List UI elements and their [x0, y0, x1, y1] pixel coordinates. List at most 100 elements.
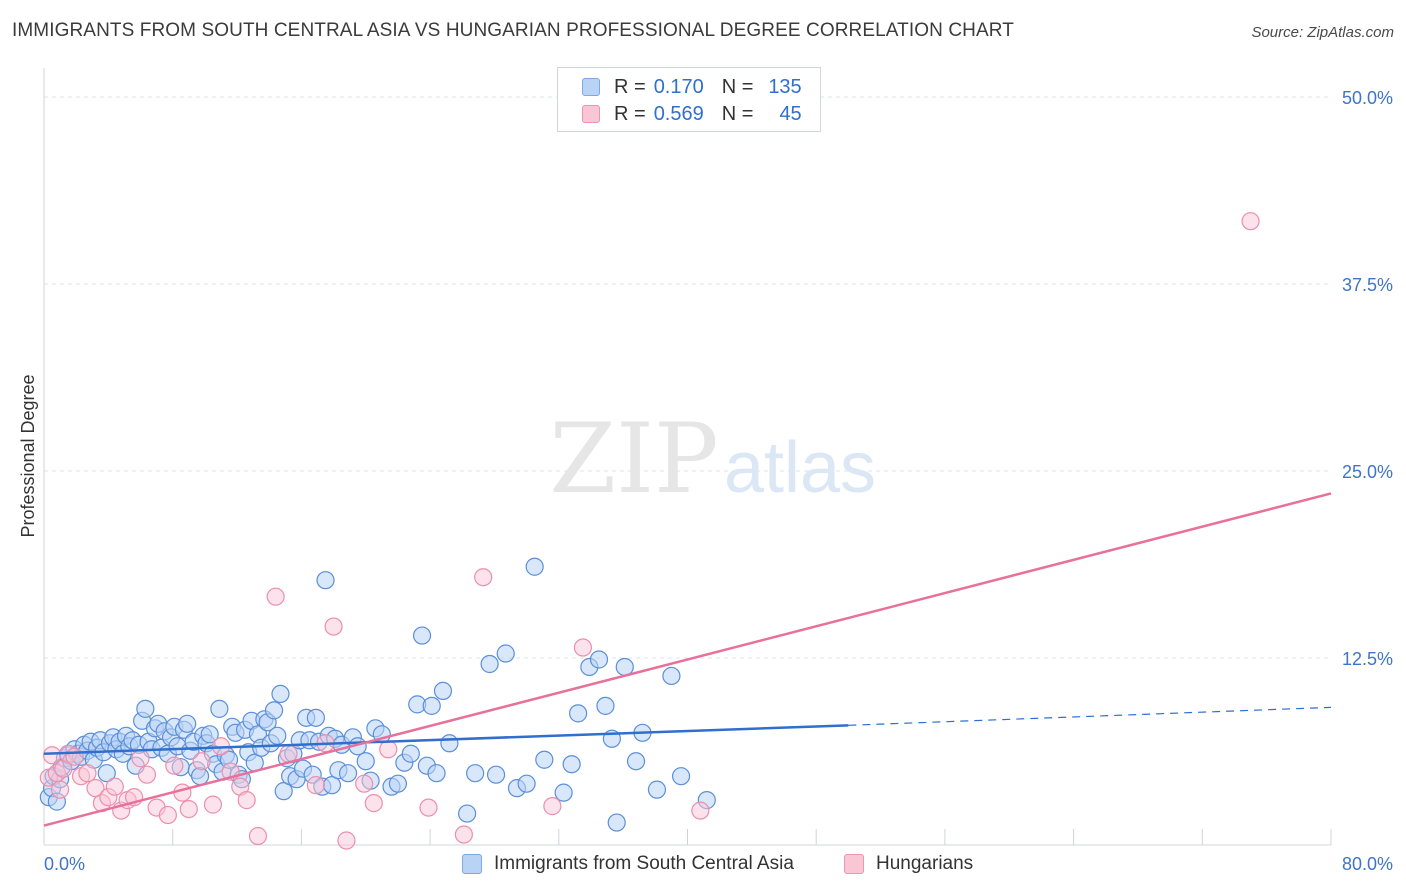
- immigrants-point: [412, 626, 432, 645]
- source-label: Source: ZipAtlas.com: [1251, 24, 1394, 41]
- immigrants-point: [562, 755, 581, 774]
- hungarians-point: [42, 746, 62, 765]
- hungarians-point: [131, 749, 150, 768]
- hungarians-point: [355, 774, 374, 793]
- r-value: 0.170: [653, 75, 704, 98]
- immigrants-point: [422, 696, 441, 715]
- immigrants-point: [517, 774, 536, 793]
- immigrants-point: [525, 557, 544, 576]
- immigrants-point: [466, 764, 485, 783]
- hungarians-point: [324, 617, 343, 636]
- hungarians-point: [50, 780, 70, 799]
- immigrants-point: [647, 780, 667, 799]
- hungarians-point: [543, 797, 562, 816]
- hungarians-point: [364, 794, 383, 813]
- hungarians-point: [65, 747, 84, 766]
- hungarians-point: [105, 777, 124, 796]
- series-legend-hungarians: Hungarians: [844, 852, 973, 876]
- immigrants-point: [554, 783, 573, 802]
- immigrants-point: [596, 696, 615, 715]
- immigrants-point: [316, 571, 335, 590]
- series-legend-immigrants: Immigrants from South Central Asia: [462, 852, 794, 876]
- y-tick-label: 37.5%: [1342, 275, 1393, 295]
- immigrants-point: [210, 699, 229, 718]
- hungarians-point: [454, 825, 473, 844]
- immigrants-point: [427, 764, 446, 783]
- immigrants-point: [401, 744, 420, 763]
- immigrants-point: [569, 704, 588, 723]
- hungarians-point: [337, 831, 356, 850]
- immigrants-point: [264, 701, 284, 720]
- immigrants-point: [440, 734, 459, 753]
- series-name: Immigrants from South Central Asia: [494, 853, 794, 874]
- hungarians-point: [158, 805, 177, 825]
- immigrants-point: [136, 699, 155, 718]
- hungarians-point: [78, 764, 97, 783]
- hungarians-point: [179, 799, 198, 819]
- r-label: R =: [614, 102, 646, 125]
- hungarians-point: [165, 756, 184, 775]
- immigrants-point: [662, 666, 681, 686]
- stats-legend: R = 0.170 N = 135 R = 0.569 N = 45: [557, 67, 821, 132]
- hungarians-point: [237, 791, 256, 810]
- pink-swatch-icon: [582, 105, 600, 123]
- immigrants-point: [356, 752, 375, 771]
- n-value: 135: [768, 75, 802, 98]
- immigrants-point: [388, 774, 408, 793]
- immigrants-point: [433, 681, 453, 701]
- blue-swatch-icon: [462, 854, 482, 874]
- x-tick-label: 80.0%: [1342, 854, 1393, 874]
- immigrants-point: [496, 644, 515, 663]
- r-label: R =: [614, 75, 646, 98]
- immigrants-point: [190, 767, 210, 786]
- n-value: 45: [779, 102, 802, 125]
- r-value: 0.569: [653, 102, 704, 125]
- immigrants-point: [97, 764, 116, 783]
- series-name: Hungarians: [876, 853, 974, 874]
- hungarians-point: [691, 801, 710, 820]
- hungarians-point: [266, 587, 285, 606]
- immigrants-point: [338, 764, 358, 783]
- watermark-atlas: atlas: [724, 428, 876, 508]
- immigrants-point: [626, 752, 646, 771]
- hungarians-point: [192, 752, 211, 771]
- hungarians-point: [306, 776, 325, 795]
- hungarians-point: [573, 638, 593, 657]
- immigrants-point: [274, 782, 293, 801]
- hungarians-point: [474, 568, 493, 587]
- y-tick-label: 50.0%: [1342, 88, 1393, 108]
- hungarians-point: [86, 779, 105, 798]
- chart-title: IMMIGRANTS FROM SOUTH CENTRAL ASIA VS HU…: [12, 20, 1014, 41]
- n-label: N =: [721, 75, 754, 98]
- immigrants-trend-extension: [848, 706, 1332, 726]
- immigrants-point: [486, 765, 506, 784]
- legend-row-immigrants: R = 0.170 N = 135: [582, 74, 802, 100]
- blue-swatch-icon: [582, 78, 600, 96]
- x-tick-label: 0.0%: [44, 854, 85, 874]
- immigrants-point: [178, 714, 197, 733]
- immigrants-point: [271, 684, 290, 704]
- y-tick-label: 25.0%: [1342, 462, 1393, 482]
- y-axis-label: Professional Degree: [18, 374, 38, 537]
- hungarians-point: [419, 798, 438, 817]
- immigrants-point: [306, 708, 325, 727]
- hungarians-trend-line: [43, 492, 1332, 827]
- hungarians-point: [1241, 212, 1260, 231]
- immigrants-point: [458, 804, 477, 823]
- hungarians-point: [137, 765, 157, 784]
- immigrants-point: [268, 726, 287, 745]
- immigrants-point: [535, 750, 554, 769]
- hungarians-point: [248, 826, 268, 846]
- immigrants-point: [671, 767, 691, 786]
- immigrants-point: [480, 654, 499, 674]
- hungarians-point: [203, 795, 223, 814]
- immigrants-trend-line: [43, 724, 849, 755]
- legend-row-hungarians: R = 0.569 N = 45: [582, 101, 802, 127]
- watermark-zip: ZIP: [549, 403, 718, 515]
- immigrants-point: [607, 813, 626, 832]
- n-label: N =: [721, 102, 754, 125]
- y-tick-label: 12.5%: [1342, 649, 1393, 669]
- pink-swatch-icon: [844, 854, 864, 874]
- immigrants-point: [200, 725, 219, 744]
